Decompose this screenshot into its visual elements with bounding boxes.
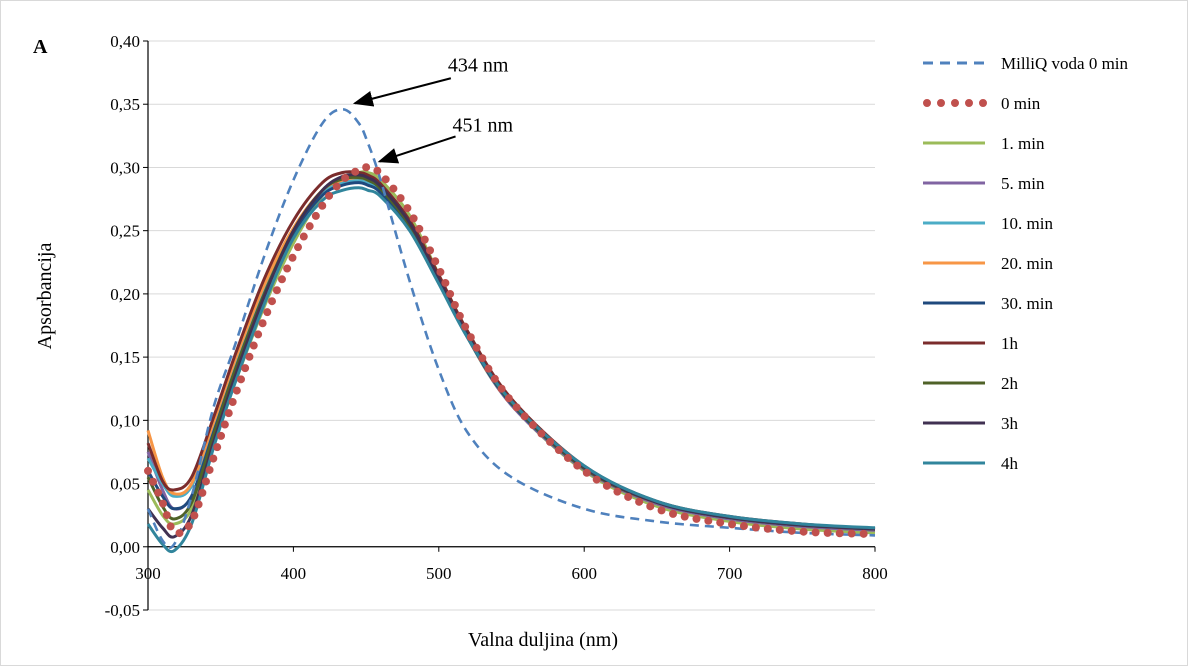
panel-label: A xyxy=(33,36,48,58)
y-tick-label: 0,15 xyxy=(110,348,140,367)
y-axis-title: Apsorbancija xyxy=(34,243,56,350)
y-tick-label: 0,35 xyxy=(110,95,140,114)
series-line-0-min xyxy=(144,163,879,539)
x-tick-label: 400 xyxy=(281,564,307,583)
annotation-label: 434 nm xyxy=(448,54,509,76)
legend-label-1h: 1h xyxy=(1001,334,1019,353)
legend-label-3h: 3h xyxy=(1001,414,1019,433)
x-tick-label: 800 xyxy=(862,564,888,583)
series-line-3h xyxy=(146,173,876,539)
series-line-1-min xyxy=(146,170,876,535)
legend-label-1-min: 1. min xyxy=(1001,134,1045,153)
y-tick-label: -0,05 xyxy=(105,601,140,620)
annotation-label: 451 nm xyxy=(453,114,514,136)
legend-label-0-min: 0 min xyxy=(1001,94,1041,113)
y-tick-label: 0,40 xyxy=(110,32,140,51)
legend-label-5-min: 5. min xyxy=(1001,174,1045,193)
y-tick-label: 0,10 xyxy=(110,411,140,430)
legend-label-20-min: 20. min xyxy=(1001,254,1053,273)
x-axis-title: Valna duljina (nm) xyxy=(468,629,618,651)
x-tick-label: 700 xyxy=(717,564,743,583)
legend-label-milliq-voda-0-min: MilliQ voda 0 min xyxy=(1001,54,1129,73)
series-line-1h xyxy=(146,170,876,531)
x-tick-label: 500 xyxy=(426,564,452,583)
annotations: 434 nm 451 nm xyxy=(352,54,514,164)
axes: -0,05 0,00 0,05 0,10 0,15 0,20 0,25 0,30 0,35 0,4… xyxy=(105,32,888,620)
y-tick-label: 0,25 xyxy=(110,222,140,241)
y-tick-label: 0,30 xyxy=(110,158,140,177)
legend-label-2h: 2h xyxy=(1001,374,1019,393)
annotation-arrow xyxy=(377,135,456,164)
y-tick-label: 0,20 xyxy=(110,285,140,304)
legend-label-10-min: 10. min xyxy=(1001,214,1053,233)
x-tick-label: 600 xyxy=(571,564,597,583)
series-line-milliq-voda-0-min xyxy=(146,108,876,550)
legend-label-4h: 4h xyxy=(1001,454,1019,473)
legend-label-30-min: 30. min xyxy=(1001,294,1053,313)
series-line-4h xyxy=(146,186,876,554)
y-tick-label: 0,00 xyxy=(110,538,140,557)
annotation-arrow xyxy=(352,77,452,107)
legend: MilliQ voda 0 min 0 min 1. min 5. min 10. mi… xyxy=(923,54,1129,473)
series-layer xyxy=(144,108,879,554)
x-tick-label: 300 xyxy=(135,564,161,583)
y-tick-label: 0,05 xyxy=(110,475,140,494)
